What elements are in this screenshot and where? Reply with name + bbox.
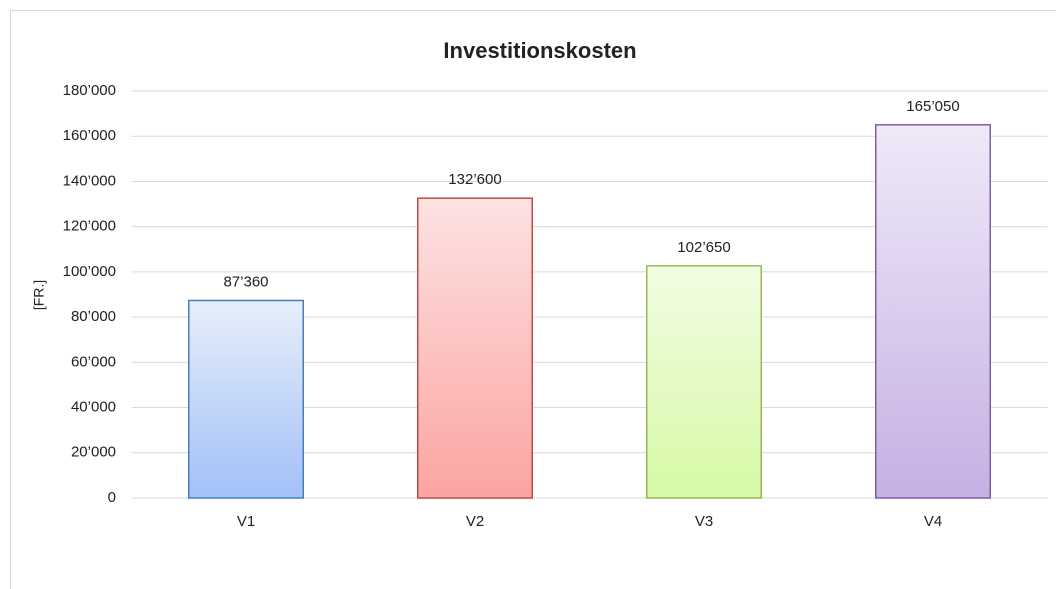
x-tick-label: V1 — [237, 513, 255, 530]
bar — [646, 265, 762, 499]
y-tick-label: 140’000 — [63, 172, 116, 189]
y-axis-label: [FR.] — [31, 280, 47, 310]
y-tick-label: 160’000 — [63, 127, 116, 144]
x-tick-label: V3 — [695, 513, 713, 530]
data-label: 132’600 — [448, 171, 501, 188]
y-tick-label: 100’000 — [63, 263, 116, 280]
y-tick-label: 180’000 — [63, 82, 116, 99]
y-tick-label: 20’000 — [71, 444, 116, 461]
x-tick-label: V2 — [466, 513, 484, 530]
chart-frame — [10, 10, 1056, 589]
y-tick-label: 0 — [108, 489, 116, 506]
bar — [875, 124, 991, 499]
bar — [417, 197, 533, 499]
x-tick-label: V4 — [924, 513, 942, 530]
y-tick-label: 60’000 — [71, 353, 116, 370]
chart-title: Investitionskosten — [443, 38, 636, 63]
data-label: 165’050 — [906, 98, 959, 115]
data-label: 102’650 — [677, 239, 730, 256]
y-tick-label: 80’000 — [71, 308, 116, 325]
data-label: 87’360 — [223, 273, 268, 290]
y-tick-label: 120’000 — [63, 218, 116, 235]
bar — [188, 299, 304, 499]
y-tick-label: 40’000 — [71, 399, 116, 416]
